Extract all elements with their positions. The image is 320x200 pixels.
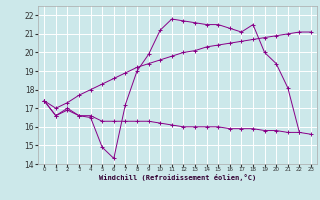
X-axis label: Windchill (Refroidissement éolien,°C): Windchill (Refroidissement éolien,°C) (99, 174, 256, 181)
